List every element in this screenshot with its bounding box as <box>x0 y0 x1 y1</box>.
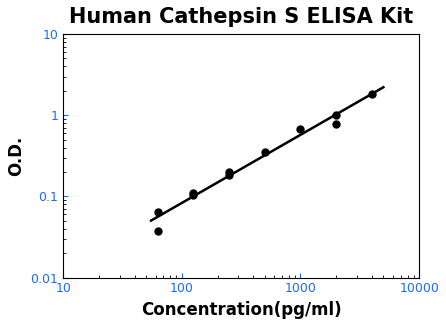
Title: Human Cathepsin S ELISA Kit: Human Cathepsin S ELISA Kit <box>69 7 413 27</box>
Point <box>190 192 197 198</box>
Point <box>226 172 233 177</box>
Y-axis label: O.D.: O.D. <box>7 136 25 176</box>
Point <box>297 126 304 131</box>
X-axis label: Concentration(pg/ml): Concentration(pg/ml) <box>141 301 342 319</box>
Point <box>154 228 161 233</box>
Point <box>368 91 376 96</box>
Point <box>333 112 340 117</box>
Point <box>154 210 161 215</box>
Point <box>190 190 197 195</box>
Point <box>226 170 233 175</box>
Point <box>261 150 268 155</box>
Point <box>333 121 340 126</box>
